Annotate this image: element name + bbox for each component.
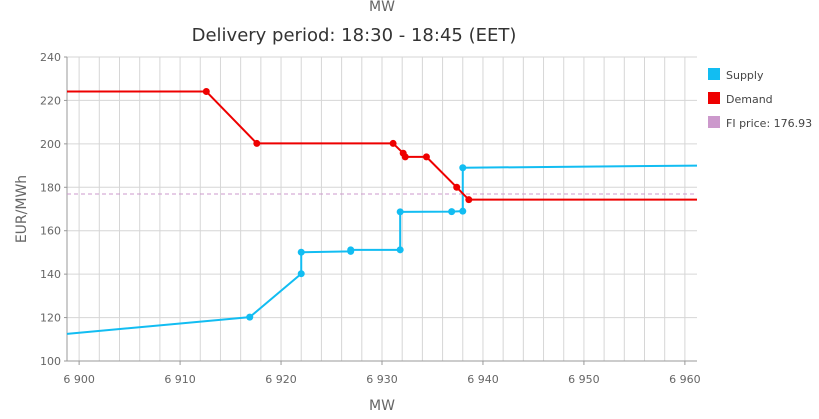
legend-item-demand[interactable]: Demand (708, 92, 773, 106)
y-tick-label: 140 (40, 268, 61, 281)
x-tick-label: 6 940 (467, 373, 499, 386)
demand-point[interactable] (202, 88, 210, 96)
x-tick-label: 6 900 (63, 373, 95, 386)
demand-point[interactable] (389, 139, 397, 147)
legend-item-supply[interactable]: Supply (708, 68, 764, 82)
grid (67, 56, 697, 361)
y-axis-title: EUR/MWh (14, 175, 30, 243)
demand-point[interactable] (453, 183, 461, 191)
supply-point[interactable] (297, 248, 305, 256)
x-tick-label: 6 920 (265, 373, 297, 386)
demand-point[interactable] (401, 153, 409, 161)
x-axis-title: MW (369, 398, 395, 414)
y-tick-label: 200 (40, 138, 61, 151)
x-tick-label: 6 950 (568, 373, 600, 386)
legend-label-supply: Supply (726, 69, 764, 82)
y-tick-labels: 100 120 140 160 180 200 220 240 (40, 51, 67, 368)
legend: Supply Demand FI price: 176.93 (708, 68, 812, 130)
x-tick-label: 6 930 (366, 373, 398, 386)
x-tick-labels: 6 900 6 910 6 920 6 930 6 940 6 950 6 960 (63, 361, 701, 386)
supply-point[interactable] (297, 270, 305, 278)
supply-point[interactable] (448, 208, 456, 216)
legend-item-fi-price[interactable]: FI price: 176.93 (708, 116, 812, 130)
supply-series-line (66, 164, 698, 335)
top-axis-label: MW (369, 0, 395, 15)
y-tick-label: 100 (40, 355, 61, 368)
legend-swatch-demand (708, 92, 720, 104)
demand-point[interactable] (422, 153, 430, 161)
supply-point[interactable] (347, 246, 355, 254)
y-tick-label: 220 (40, 94, 61, 107)
supply-point[interactable] (246, 313, 254, 321)
legend-swatch-supply (708, 68, 720, 80)
legend-label-demand: Demand (726, 93, 773, 106)
x-tick-label: 6 910 (164, 373, 196, 386)
supply-point[interactable] (459, 207, 467, 215)
y-tick-label: 180 (40, 181, 61, 194)
supply-point[interactable] (459, 164, 467, 172)
series-layer (66, 88, 698, 335)
chart-title: Delivery period: 18:30 - 18:45 (EET) (192, 25, 517, 46)
y-tick-label: 160 (40, 225, 61, 238)
legend-label-fi-price: FI price: 176.93 (726, 117, 812, 130)
y-tick-label: 240 (40, 51, 61, 64)
supply-point[interactable] (396, 208, 404, 216)
legend-swatch-fi-price (708, 116, 720, 128)
demand-point[interactable] (253, 139, 261, 147)
y-tick-label: 120 (40, 312, 61, 325)
x-tick-label: 6 960 (669, 373, 701, 386)
demand-point[interactable] (465, 196, 473, 204)
supply-point[interactable] (396, 246, 404, 254)
